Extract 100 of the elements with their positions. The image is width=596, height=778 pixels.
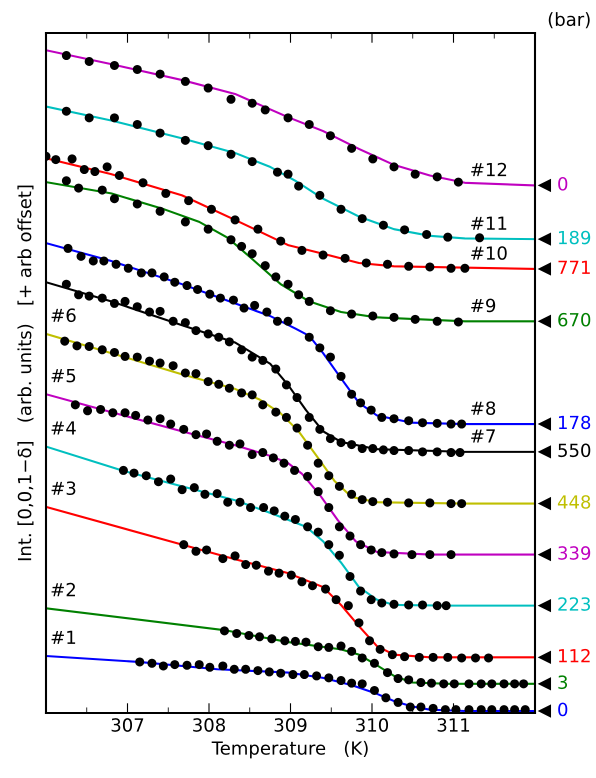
point [124,264,133,273]
point [268,453,278,462]
point [248,352,257,362]
point [442,601,451,610]
point [190,483,199,492]
series-label: #5 [52,368,76,382]
point [147,658,156,668]
point [270,506,279,516]
point [272,316,282,326]
point [145,356,154,366]
point [324,471,334,480]
point [344,601,353,610]
point [362,258,371,268]
point [368,312,378,320]
point [271,364,280,374]
y-axis-title: Int. [0,0,1−δ] (arb. units) [+ arb offset] [17,186,34,560]
point [258,356,268,365]
point [294,182,304,191]
point [418,418,428,428]
point [161,188,170,198]
point [376,644,385,654]
point [74,290,84,300]
point [60,336,70,346]
point [303,472,312,481]
point [147,268,156,278]
point [428,652,438,662]
point [237,388,246,398]
point [241,560,250,570]
point [315,343,324,352]
point [282,380,291,390]
point [62,280,71,289]
point [457,420,466,429]
point [112,260,121,269]
point [290,514,300,524]
series-label: #6 [52,308,76,322]
point [432,316,442,326]
point [168,316,178,326]
point [232,628,242,638]
point [457,499,466,508]
point [110,113,119,122]
point [347,144,356,153]
point [390,600,399,609]
point [347,310,356,319]
point [324,642,334,652]
point [114,170,124,180]
point [519,679,528,688]
point [326,434,335,444]
point [180,318,190,328]
point [432,418,442,428]
point [446,448,456,458]
point [80,165,89,174]
text: 771 [558,260,590,274]
point [194,660,204,670]
point [260,261,270,270]
point [214,380,224,389]
point [279,458,288,468]
point [366,595,376,604]
point [304,120,314,129]
point [131,410,140,420]
point [98,294,107,303]
point [471,653,480,662]
point [347,390,356,399]
point [334,550,344,560]
point [204,329,213,338]
point [324,503,334,512]
point [228,296,238,305]
series-label: #1 [52,630,76,644]
point [248,98,257,108]
text: 223 [558,597,590,611]
point [271,408,280,417]
point [200,490,210,499]
point [230,664,239,674]
point [70,400,80,410]
point [99,256,108,266]
point [170,278,180,287]
point [422,230,432,239]
point [301,638,310,647]
point [271,272,280,282]
point [366,545,376,554]
point [345,532,354,541]
point [358,214,367,224]
point [248,450,257,460]
point [446,264,456,273]
point [244,630,254,640]
point [253,666,262,676]
point [108,408,118,418]
point [345,572,354,581]
point [88,256,98,266]
point [142,471,151,480]
point [358,495,367,504]
point [132,64,142,74]
point [204,377,213,386]
point [98,186,107,195]
point [500,705,509,713]
point [432,447,442,456]
point [288,670,298,680]
text: 550 [558,443,590,458]
point [204,84,213,93]
point [416,678,426,688]
point [145,308,154,317]
